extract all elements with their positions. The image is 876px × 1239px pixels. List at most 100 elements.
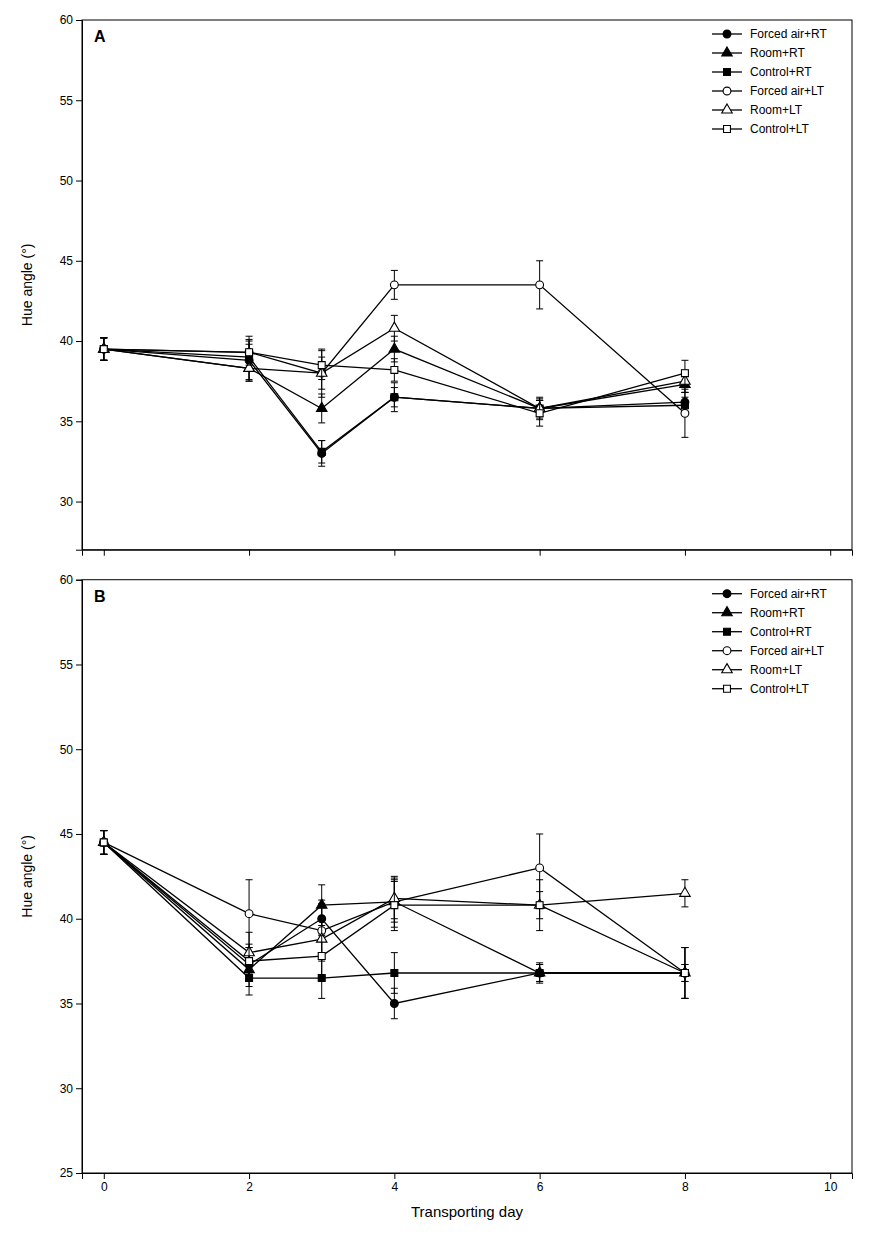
line bbox=[104, 349, 685, 453]
y-axis: 25 30 35 40 45 50 55 60 bbox=[60, 573, 83, 1180]
tick-mark bbox=[76, 261, 82, 262]
tick-label: 45 bbox=[60, 254, 74, 268]
error-bar bbox=[100, 338, 107, 360]
tick-mark bbox=[394, 550, 395, 556]
panel: 30354045505560Hue angle (°)AForced air+R… bbox=[19, 13, 853, 555]
marker bbox=[536, 902, 543, 909]
tick-label: 35 bbox=[60, 997, 74, 1011]
plot-frame bbox=[82, 20, 852, 550]
line bbox=[104, 349, 685, 452]
error-bar bbox=[536, 965, 543, 982]
error-bar bbox=[100, 831, 107, 855]
error-bar bbox=[681, 948, 688, 999]
legend-symbol bbox=[724, 69, 731, 76]
tick bbox=[830, 550, 831, 556]
error-bar bbox=[100, 338, 107, 360]
x-axis-title: Transporting day bbox=[411, 1203, 524, 1220]
marker bbox=[681, 409, 689, 417]
tick: 25 bbox=[60, 1166, 82, 1180]
error-bar bbox=[681, 948, 688, 999]
marker bbox=[389, 343, 400, 352]
legend-item: Forced air+RT bbox=[712, 587, 827, 601]
tick-mark bbox=[104, 550, 105, 556]
tick-label: 60 bbox=[60, 13, 74, 27]
error-bar bbox=[318, 936, 325, 977]
tick-mark bbox=[76, 100, 82, 101]
tick-label: 2 bbox=[246, 1180, 253, 1194]
legend-symbol bbox=[722, 664, 733, 673]
marker bbox=[100, 839, 107, 846]
legend-symbol bbox=[723, 647, 731, 655]
axis-domain bbox=[83, 1174, 853, 1180]
marker bbox=[246, 958, 253, 965]
legend-label: Control+LT bbox=[750, 122, 809, 136]
marker bbox=[391, 394, 398, 401]
panel-label: A bbox=[94, 28, 106, 45]
tick-label: 55 bbox=[60, 658, 74, 672]
legend-item: Room+RT bbox=[712, 606, 805, 620]
error-bar bbox=[100, 831, 107, 855]
marker bbox=[100, 345, 108, 353]
error-bar bbox=[536, 880, 543, 931]
tick bbox=[249, 550, 250, 556]
tick-mark bbox=[76, 502, 82, 503]
tick: 35 bbox=[60, 997, 82, 1011]
legend-symbol bbox=[724, 685, 731, 692]
tick-mark bbox=[76, 1088, 82, 1089]
legend-label: Room+RT bbox=[750, 606, 805, 620]
legend-label: Control+RT bbox=[750, 65, 812, 79]
tick: 60 bbox=[60, 573, 82, 587]
marker bbox=[681, 970, 688, 977]
tick-mark bbox=[76, 664, 82, 665]
error-bar bbox=[536, 963, 543, 983]
tick-label: 60 bbox=[60, 573, 74, 587]
tick: 8 bbox=[682, 1173, 689, 1194]
series bbox=[100, 261, 689, 438]
x-axis bbox=[83, 550, 853, 556]
tick-mark bbox=[249, 550, 250, 556]
legend-item: Control+RT bbox=[712, 65, 812, 79]
marker bbox=[100, 346, 107, 353]
tick-label: 6 bbox=[537, 1180, 544, 1194]
marker bbox=[316, 402, 327, 411]
legend-label: Forced air+RT bbox=[750, 587, 827, 601]
legend-label: Forced air+LT bbox=[750, 84, 825, 98]
legend-label: Room+RT bbox=[750, 46, 805, 60]
series bbox=[100, 831, 689, 1019]
line bbox=[104, 349, 685, 413]
marker bbox=[100, 346, 107, 353]
error-bar bbox=[100, 831, 107, 855]
legend-item: Room+LT bbox=[712, 103, 803, 117]
tick: 45 bbox=[60, 827, 82, 841]
axis-domain bbox=[76, 580, 83, 1173]
tick: 30 bbox=[60, 1082, 82, 1096]
series bbox=[100, 338, 688, 463]
error-bar bbox=[246, 336, 253, 368]
figure: 30354045505560Hue angle (°)AForced air+R… bbox=[0, 0, 876, 1239]
tick-label: 40 bbox=[60, 912, 74, 926]
tick: 35 bbox=[60, 415, 82, 429]
tick bbox=[685, 550, 686, 556]
marker bbox=[389, 322, 400, 331]
error-bar bbox=[681, 948, 688, 999]
legend-item: Forced air+LT bbox=[712, 84, 825, 98]
tick: 40 bbox=[60, 912, 82, 926]
panel-label: B bbox=[94, 588, 106, 605]
plot-area bbox=[99, 261, 691, 466]
series bbox=[100, 338, 688, 426]
tick-label: 40 bbox=[60, 334, 74, 348]
tick bbox=[104, 550, 105, 556]
error-bar bbox=[391, 953, 398, 994]
legend-symbol bbox=[723, 30, 731, 38]
legend-label: Forced air+RT bbox=[750, 27, 827, 41]
error-bar bbox=[100, 338, 107, 360]
tick-label: 10 bbox=[824, 1180, 838, 1194]
tick-label: 45 bbox=[60, 827, 74, 841]
tick-label: 25 bbox=[60, 1166, 74, 1180]
legend-symbol bbox=[722, 47, 733, 56]
tick-label: 8 bbox=[682, 1180, 689, 1194]
line bbox=[104, 842, 685, 1003]
marker bbox=[391, 970, 398, 977]
tick-label: 50 bbox=[60, 743, 74, 757]
error-bar bbox=[100, 338, 107, 360]
